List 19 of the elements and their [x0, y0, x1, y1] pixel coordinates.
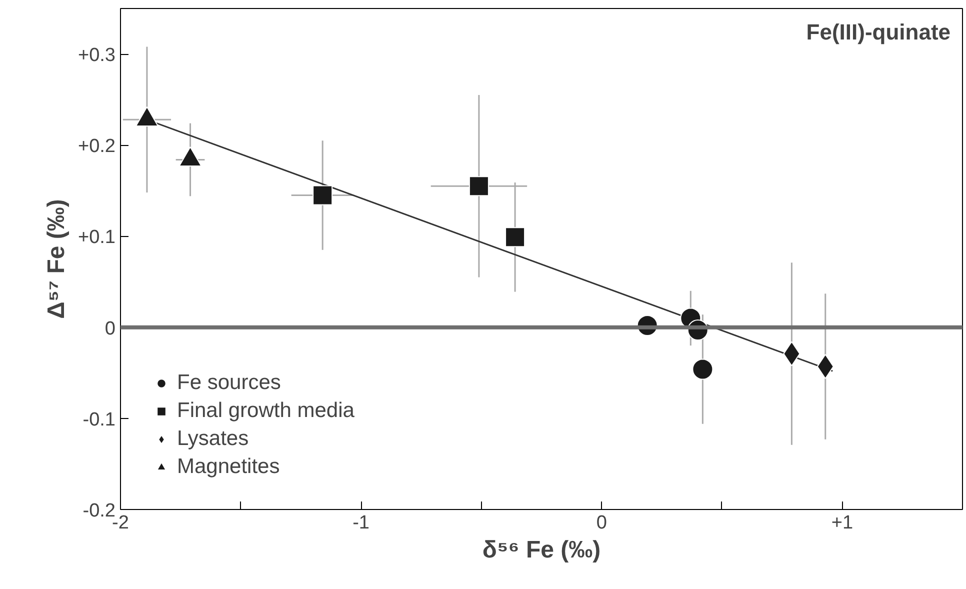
legend-label: Final growth media	[177, 399, 354, 423]
point	[468, 176, 489, 196]
y-tick-label: 0	[104, 318, 116, 340]
y-tick-label: +0.3	[78, 45, 116, 66]
legend-label: Lysates	[177, 427, 249, 451]
y-tick-label: +0.2	[78, 136, 116, 158]
legend-label: Magnetites	[177, 455, 280, 479]
x-tick-label: -1	[352, 512, 370, 534]
x-axis-title: δ⁵⁶ Fe (‰)	[482, 536, 601, 564]
text: Fe(III)-quinate	[806, 20, 951, 44]
point	[692, 358, 714, 380]
y-tick-label: +0.1	[78, 227, 116, 248]
legend-label: Fe sources	[177, 371, 281, 395]
x-tick-label: 0	[596, 512, 607, 534]
point	[505, 227, 526, 248]
x-tick-label: +1	[831, 512, 854, 534]
y-axis-title: Δ⁵⁷ Fe (‰)	[42, 199, 70, 319]
y-tick-label: -0.1	[82, 409, 116, 430]
point	[312, 185, 333, 206]
